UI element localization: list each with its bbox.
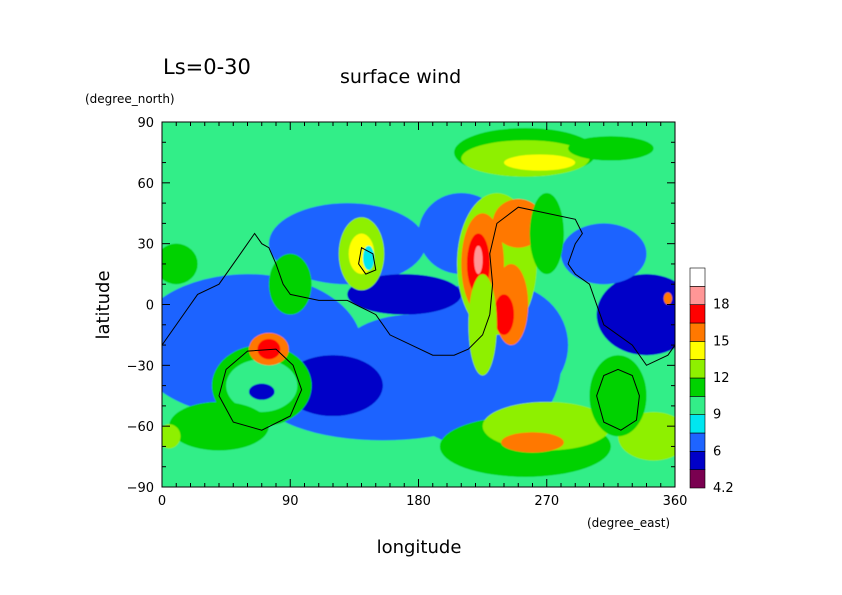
contour-outline-east bbox=[489, 206, 675, 366]
field-region-28 bbox=[362, 245, 375, 271]
field-region-9 bbox=[283, 355, 383, 417]
x-unit-label: (degree_east) bbox=[587, 516, 670, 530]
x-axis-ticks: 0 90 180 270 360 bbox=[158, 122, 688, 509]
colorbar-tick-label: 6 bbox=[713, 444, 721, 459]
field-region-41 bbox=[162, 424, 181, 449]
colorbar-tick-label: 15 bbox=[713, 334, 730, 349]
contour-outline-west bbox=[162, 232, 491, 356]
field-region-32 bbox=[474, 245, 483, 275]
field-region-44 bbox=[663, 292, 673, 305]
field-region-13 bbox=[162, 304, 227, 386]
colorbar-swatch bbox=[689, 396, 706, 415]
colorbar-swatch bbox=[689, 286, 706, 305]
chart-title: surface wind bbox=[340, 66, 461, 88]
y-tick-label: 0 bbox=[146, 299, 154, 314]
contour-basin-east bbox=[596, 368, 640, 431]
wind-speed-field bbox=[162, 122, 675, 487]
x-tick-label: 360 bbox=[663, 494, 688, 509]
colorbar-swatch bbox=[689, 377, 706, 397]
field-region-36 bbox=[468, 274, 497, 376]
colorbar-tick-label: 9 bbox=[713, 408, 721, 423]
field-region-37 bbox=[529, 192, 564, 275]
field-region-25 bbox=[248, 383, 275, 400]
y-tick-label: −90 bbox=[127, 481, 154, 496]
y-axis-ticks: 90 60 30 0 −30 −60 −90 bbox=[127, 116, 675, 496]
colorbar-tick-label: 4.2 bbox=[713, 481, 734, 496]
x-tick-label: 180 bbox=[406, 494, 431, 509]
y-tick-label: −30 bbox=[127, 359, 154, 374]
colorbar-swatch bbox=[689, 469, 706, 489]
field-region-17 bbox=[568, 136, 654, 161]
colorbar-tick-label: 12 bbox=[713, 371, 730, 386]
colorbar-swatch bbox=[689, 341, 706, 360]
y-tick-label: 60 bbox=[137, 177, 154, 192]
field-region-12 bbox=[561, 223, 647, 285]
y-unit-label: (degree_north) bbox=[85, 92, 175, 106]
colorbar-swatch bbox=[689, 432, 706, 452]
colorbar: 4.2 6 9 12 15 18 bbox=[689, 267, 734, 496]
field-region-35 bbox=[494, 294, 514, 335]
chart-subtitle: Ls=0-30 bbox=[163, 55, 251, 79]
x-tick-label: 270 bbox=[534, 494, 559, 509]
x-tick-label: 90 bbox=[282, 494, 299, 509]
contour-basin-north bbox=[358, 246, 377, 275]
field-region-16 bbox=[504, 154, 576, 171]
field-region-42 bbox=[162, 243, 198, 285]
colorbar-tick-label: 18 bbox=[713, 298, 730, 313]
colorbar-swatch bbox=[689, 359, 706, 379]
field-region-40 bbox=[589, 355, 647, 437]
contour-basin-west bbox=[218, 348, 303, 431]
field-region-38 bbox=[169, 401, 269, 451]
x-tick-label: 0 bbox=[158, 494, 166, 509]
colorbar-swatch bbox=[689, 304, 706, 324]
x-axis-label: longitude bbox=[377, 537, 462, 558]
colorbar-swatch bbox=[689, 414, 706, 434]
y-tick-label: 30 bbox=[137, 238, 154, 253]
y-axis-label: latitude bbox=[93, 270, 114, 339]
field-region-11 bbox=[596, 274, 675, 356]
colorbar-swatch bbox=[689, 451, 706, 470]
colorbar-swatch bbox=[689, 267, 706, 287]
field-region-20 bbox=[501, 432, 564, 453]
contour-lines bbox=[162, 206, 675, 431]
y-tick-label: 90 bbox=[137, 116, 154, 131]
field-region-43 bbox=[268, 253, 312, 315]
colorbar-swatch bbox=[689, 322, 706, 342]
y-tick-label: −60 bbox=[127, 420, 154, 435]
field-region-10 bbox=[347, 274, 462, 315]
